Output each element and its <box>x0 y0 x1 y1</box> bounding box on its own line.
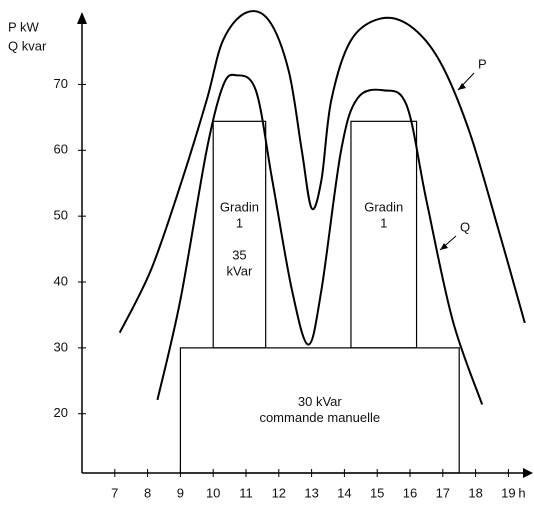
block <box>179 347 460 474</box>
x-tick-label: 14 <box>337 485 351 500</box>
x-tick-label: 19 <box>501 485 515 500</box>
block-label: 30 kVar <box>298 394 343 409</box>
x-tick-label: 18 <box>468 485 482 500</box>
y-tick-label: 30 <box>54 339 68 354</box>
y-tick-label: 50 <box>54 208 68 223</box>
y-axis-label: Q kvar <box>8 38 47 53</box>
y-tick-label: 20 <box>54 405 68 420</box>
block <box>350 120 418 349</box>
x-axis-label: h <box>518 485 525 500</box>
y-axis-arrow <box>77 12 87 24</box>
y-tick-label: 60 <box>54 142 68 157</box>
y-tick-label: 40 <box>54 273 68 288</box>
block-label: Gradin <box>364 200 403 215</box>
x-tick-label: 16 <box>403 485 417 500</box>
x-tick-label: 10 <box>206 485 220 500</box>
x-tick-label: 8 <box>144 485 151 500</box>
block-label: 1 <box>236 216 243 231</box>
line <box>156 73 484 405</box>
label-arrowhead <box>458 83 466 90</box>
series-label: Q <box>460 219 470 234</box>
x-tick-label: 17 <box>436 485 450 500</box>
block-label: Gradin <box>220 200 259 215</box>
block <box>212 120 267 349</box>
series-label: P <box>478 56 487 71</box>
block-label: kVar <box>227 264 253 279</box>
x-axis-arrow <box>523 468 533 478</box>
x-tick-label: 7 <box>111 485 118 500</box>
x-tick-label: 11 <box>239 485 253 500</box>
x-tick-label: 13 <box>304 485 318 500</box>
block-label: 35 <box>232 248 246 263</box>
block-label: commande manuelle <box>259 410 380 425</box>
x-tick-label: 15 <box>370 485 384 500</box>
label-arrowhead <box>440 243 448 250</box>
block-label: 1 <box>380 216 387 231</box>
x-tick-label: 12 <box>272 485 286 500</box>
y-axis-label: P kW <box>8 19 40 34</box>
x-tick-label: 9 <box>177 485 184 500</box>
line <box>118 10 526 334</box>
y-tick-label: 70 <box>54 76 68 91</box>
